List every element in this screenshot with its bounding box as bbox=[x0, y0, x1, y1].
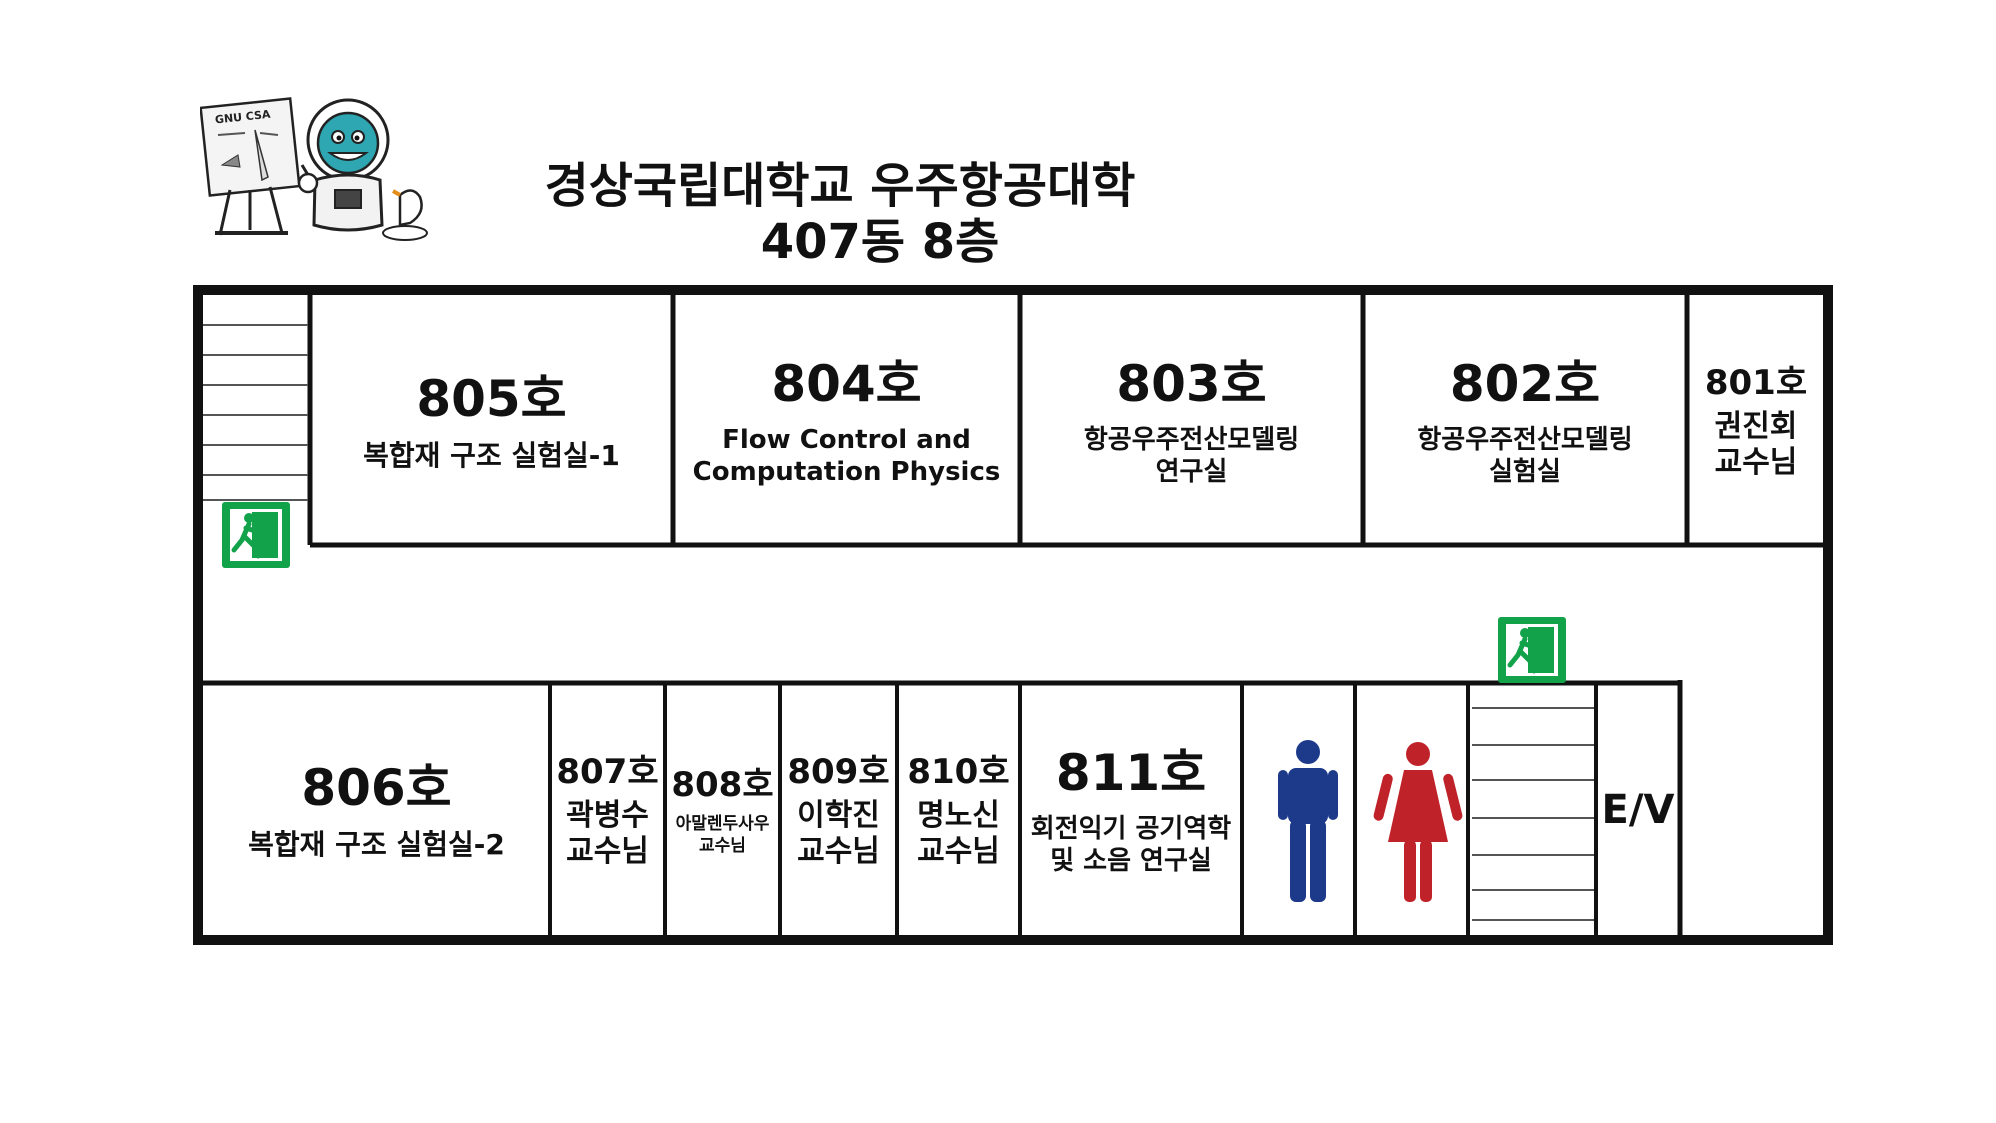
room-804[interactable]: 804호 Flow Control and Computation Physic… bbox=[675, 300, 1018, 542]
room-number: 801호 bbox=[1704, 363, 1808, 403]
room-808[interactable]: 808호 아말렌두사우 교수님 bbox=[667, 686, 778, 934]
emergency-exit-icon bbox=[1498, 617, 1566, 683]
outer-wall bbox=[193, 285, 1833, 945]
room-description: 권진회 bbox=[1714, 409, 1798, 444]
room-description: 실험실 bbox=[1489, 457, 1561, 487]
room-811[interactable]: 811호 회전익기 공기역학 및 소음 연구실 bbox=[1022, 686, 1240, 934]
room-810[interactable]: 810호 명노신 교수님 bbox=[899, 686, 1018, 934]
easel-board-icon: GNU CSA bbox=[200, 97, 301, 236]
room-description: 복합재 구조 실험실-1 bbox=[363, 439, 620, 472]
room-description: 연구실 bbox=[1155, 457, 1228, 487]
room-description: 항공우주전산모델링 bbox=[1417, 425, 1633, 455]
room-number: 805호 bbox=[416, 370, 567, 428]
room-description: 교수님 bbox=[1714, 445, 1798, 480]
room-809[interactable]: 809호 이학진 교수님 bbox=[782, 686, 895, 934]
room-description: 이학진 bbox=[797, 798, 880, 833]
room-805[interactable]: 805호 복합재 구조 실험실-1 bbox=[312, 300, 671, 542]
room-number: 803호 bbox=[1116, 355, 1267, 413]
elevator-label: E/V bbox=[1601, 787, 1675, 833]
room-806[interactable]: 806호 복합재 구조 실험실-2 bbox=[205, 686, 548, 934]
mascot-illustration: GNU CSA bbox=[200, 97, 428, 241]
room-description: 교수님 bbox=[566, 834, 649, 869]
room-description: 교수님 bbox=[797, 834, 880, 869]
room-801[interactable]: 801호 권진회 교수님 bbox=[1689, 300, 1823, 542]
astronaut-dinosaur-icon bbox=[297, 98, 428, 241]
room-description: 항공우주전산모델링 bbox=[1083, 425, 1300, 455]
map-subtitle: 407동 8층 bbox=[760, 214, 1000, 270]
board-label: GNU CSA bbox=[214, 108, 271, 127]
room-description: 복합재 구조 실험실-2 bbox=[248, 828, 505, 861]
room-description: 교수님 bbox=[699, 836, 746, 856]
room-number: 811호 bbox=[1055, 744, 1207, 802]
room-description: Flow Control and bbox=[722, 425, 971, 455]
room-description: 교수님 bbox=[917, 834, 1000, 869]
room-802[interactable]: 802호 항공우주전산모델링 실험실 bbox=[1365, 300, 1685, 542]
room-description: 곽병수 bbox=[566, 798, 649, 833]
stairs-bottom bbox=[1472, 707, 1594, 921]
room-description: 명노신 bbox=[917, 798, 1000, 833]
room-number: 807호 bbox=[556, 752, 659, 792]
emergency-exit-icon bbox=[222, 502, 290, 568]
female-restroom-icon bbox=[1373, 742, 1463, 902]
room-number: 808호 bbox=[671, 765, 774, 805]
room-description: 아말렌두사우 bbox=[675, 814, 770, 834]
room-807[interactable]: 807호 곽병수 교수님 bbox=[552, 686, 663, 934]
room-number: 806호 bbox=[301, 759, 452, 817]
room-number: 802호 bbox=[1449, 355, 1601, 413]
room-description: 및 소음 연구실 bbox=[1050, 846, 1212, 876]
room-description: 회전익기 공기역학 bbox=[1030, 814, 1232, 844]
male-restroom-icon bbox=[1278, 740, 1338, 902]
room-number: 810호 bbox=[907, 752, 1010, 792]
stairs-top-left bbox=[203, 324, 308, 501]
room-803[interactable]: 803호 항공우주전산모델링 연구실 bbox=[1022, 300, 1361, 542]
room-description: Computation Physics bbox=[692, 457, 1001, 487]
room-number: 809호 bbox=[787, 752, 890, 792]
map-title: 경상국립대학교 우주항공대학 bbox=[544, 158, 1136, 214]
elevator[interactable]: E/V bbox=[1598, 686, 1678, 934]
room-number: 804호 bbox=[771, 355, 922, 413]
